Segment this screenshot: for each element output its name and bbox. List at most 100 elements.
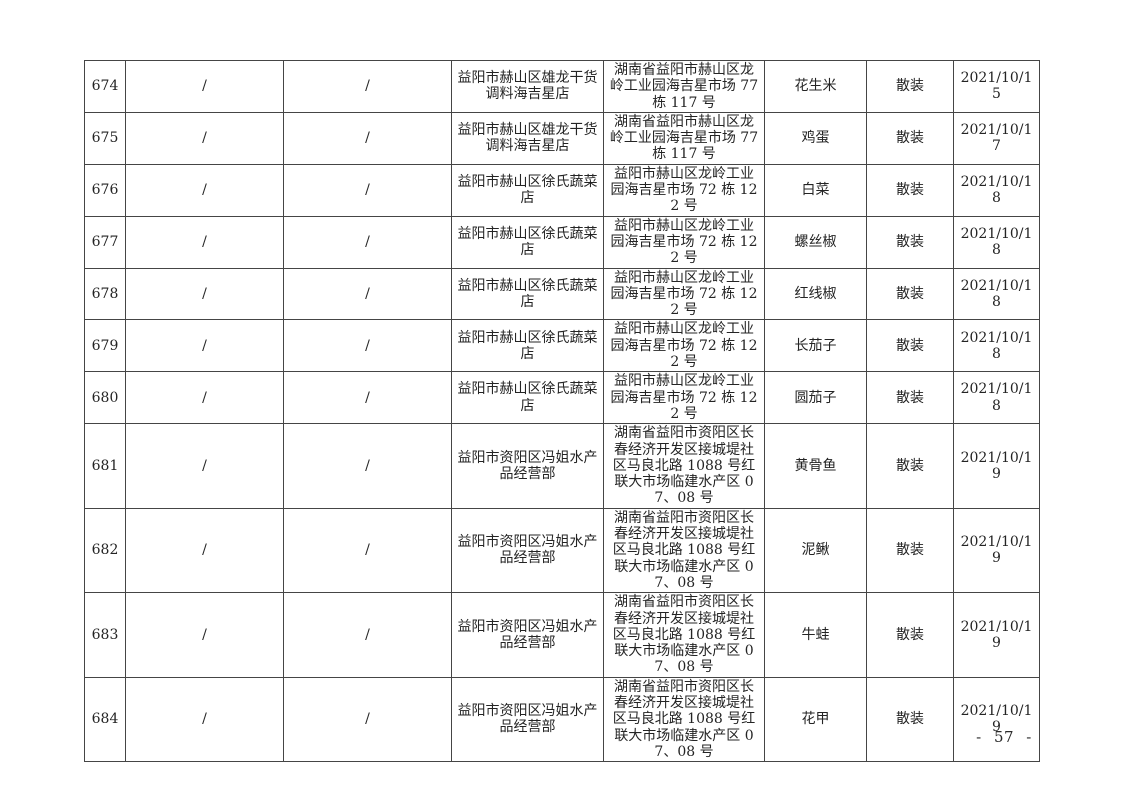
seq-cell: 682 [84, 507, 126, 594]
blank-cell-2: / [283, 592, 452, 678]
seq-cell: 681 [84, 423, 126, 509]
blank-cell-1: / [125, 111, 284, 165]
address-cell: 益阳市赫山区龙岭工业园海吉星市场 72 栋 122 号 [603, 371, 765, 425]
date-cell: 2021/10/19 [953, 423, 1040, 509]
blank-cell-2: / [283, 507, 452, 594]
blank-cell-1: / [125, 319, 284, 373]
store-name-cell: 益阳市资阳区冯姐水产品经营部 [451, 676, 604, 763]
blank-cell-2: / [283, 319, 452, 373]
table-row: 677// 益阳市赫山区徐氏蔬菜店 益阳市赫山区龙岭工业园海吉星市场 72 栋 12… [84, 215, 1040, 269]
date-cell: 2021/10/19 [953, 592, 1040, 678]
date-cell: 2021/10/18 [953, 215, 1040, 269]
table-row: 683// 益阳市资阳区冯姐水产品经营部 湖南省益阳市资阳区长春经济开发区接城堤社区… [84, 592, 1040, 678]
table-row: 674// 益阳市赫山区雄龙干货调料海吉星店 湖南省益阳市赫山区龙岭工业园海吉星市场… [84, 60, 1040, 113]
address-cell: 湖南省益阳市赫山区龙岭工业园海吉星市场 77 栋 117 号 [603, 111, 765, 165]
packaging-cell: 散装 [866, 60, 954, 113]
packaging-cell: 散装 [866, 676, 954, 763]
blank-cell-1: / [125, 163, 284, 217]
table-row: 680// 益阳市赫山区徐氏蔬菜店 益阳市赫山区龙岭工业园海吉星市场 72 栋 12… [84, 371, 1040, 425]
seq-cell: 678 [84, 267, 126, 321]
date-cell: 2021/10/18 [953, 163, 1040, 217]
sample-name-cell: 螺丝椒 [764, 215, 867, 269]
store-name-cell: 益阳市赫山区徐氏蔬菜店 [451, 267, 604, 321]
store-name-cell: 益阳市赫山区徐氏蔬菜店 [451, 319, 604, 373]
blank-cell-1: / [125, 423, 284, 509]
date-cell: 2021/10/19 [953, 676, 1040, 763]
sample-name-cell: 长茄子 [764, 319, 867, 373]
table-row: 684// 益阳市资阳区冯姐水产品经营部 湖南省益阳市资阳区长春经济开发区接城堤社区… [84, 676, 1040, 763]
address-cell: 湖南省益阳市资阳区长春经济开发区接城堤社区马良北路 1088 号红联大市场临建水… [603, 676, 765, 763]
blank-cell-2: / [283, 60, 452, 113]
sample-name-cell: 牛蛙 [764, 592, 867, 678]
seq-cell: 683 [84, 592, 126, 678]
store-name-cell: 益阳市赫山区雄龙干货调料海吉星店 [451, 60, 604, 113]
sample-name-cell: 圆茄子 [764, 371, 867, 425]
seq-cell: 674 [84, 60, 126, 113]
blank-cell-1: / [125, 371, 284, 425]
date-cell: 2021/10/15 [953, 60, 1040, 113]
address-cell: 益阳市赫山区龙岭工业园海吉星市场 72 栋 122 号 [603, 267, 765, 321]
store-name-cell: 益阳市赫山区徐氏蔬菜店 [451, 371, 604, 425]
packaging-cell: 散装 [866, 267, 954, 321]
address-cell: 湖南省益阳市赫山区龙岭工业园海吉星市场 77 栋 117 号 [603, 60, 765, 113]
store-name-cell: 益阳市赫山区徐氏蔬菜店 [451, 215, 604, 269]
page-number: - 57 - [976, 728, 1032, 746]
table-row: 679// 益阳市赫山区徐氏蔬菜店 益阳市赫山区龙岭工业园海吉星市场 72 栋 12… [84, 319, 1040, 373]
date-cell: 2021/10/18 [953, 267, 1040, 321]
blank-cell-2: / [283, 215, 452, 269]
table-row: 681// 益阳市资阳区冯姐水产品经营部 湖南省益阳市资阳区长春经济开发区接城堤社区… [84, 423, 1040, 509]
date-cell: 2021/10/19 [953, 507, 1040, 594]
date-cell: 2021/10/18 [953, 319, 1040, 373]
date-cell: 2021/10/18 [953, 371, 1040, 425]
address-cell: 益阳市赫山区龙岭工业园海吉星市场 72 栋 122 号 [603, 215, 765, 269]
blank-cell-1: / [125, 676, 284, 763]
packaging-cell: 散装 [866, 163, 954, 217]
date-cell: 2021/10/17 [953, 111, 1040, 165]
packaging-cell: 散装 [866, 592, 954, 678]
blank-cell-2: / [283, 163, 452, 217]
blank-cell-2: / [283, 371, 452, 425]
store-name-cell: 益阳市资阳区冯姐水产品经营部 [451, 592, 604, 678]
table-row: 682// 益阳市资阳区冯姐水产品经营部 湖南省益阳市资阳区长春经济开发区接城堤社区… [84, 507, 1040, 594]
store-name-cell: 益阳市资阳区冯姐水产品经营部 [451, 507, 604, 594]
packaging-cell: 散装 [866, 319, 954, 373]
table-row: 675// 益阳市赫山区雄龙干货调料海吉星店 湖南省益阳市赫山区龙岭工业园海吉星市场… [84, 111, 1040, 165]
packaging-cell: 散装 [866, 111, 954, 165]
blank-cell-1: / [125, 267, 284, 321]
sample-name-cell: 白菜 [764, 163, 867, 217]
store-name-cell: 益阳市资阳区冯姐水产品经营部 [451, 423, 604, 509]
seq-cell: 677 [84, 215, 126, 269]
blank-cell-1: / [125, 60, 284, 113]
sample-name-cell: 花甲 [764, 676, 867, 763]
address-cell: 益阳市赫山区龙岭工业园海吉星市场 72 栋 122 号 [603, 319, 765, 373]
seq-cell: 684 [84, 676, 126, 763]
packaging-cell: 散装 [866, 215, 954, 269]
seq-cell: 675 [84, 111, 126, 165]
blank-cell-2: / [283, 111, 452, 165]
seq-cell: 676 [84, 163, 126, 217]
packaging-cell: 散装 [866, 507, 954, 594]
address-cell: 湖南省益阳市资阳区长春经济开发区接城堤社区马良北路 1088 号红联大市场临建水… [603, 507, 765, 594]
inspection-table-body: 674// 益阳市赫山区雄龙干货调料海吉星店 湖南省益阳市赫山区龙岭工业园海吉星市场… [84, 60, 1040, 763]
address-cell: 湖南省益阳市资阳区长春经济开发区接城堤社区马良北路 1088 号红联大市场临建水… [603, 423, 765, 509]
table-row: 676// 益阳市赫山区徐氏蔬菜店 益阳市赫山区龙岭工业园海吉星市场 72 栋 12… [84, 163, 1040, 217]
blank-cell-2: / [283, 267, 452, 321]
address-cell: 湖南省益阳市资阳区长春经济开发区接城堤社区马良北路 1088 号红联大市场临建水… [603, 592, 765, 678]
sample-name-cell: 鸡蛋 [764, 111, 867, 165]
blank-cell-1: / [125, 507, 284, 594]
packaging-cell: 散装 [866, 371, 954, 425]
sample-name-cell: 黄骨鱼 [764, 423, 867, 509]
sample-name-cell: 花生米 [764, 60, 867, 113]
blank-cell-1: / [125, 592, 284, 678]
blank-cell-2: / [283, 423, 452, 509]
seq-cell: 680 [84, 371, 126, 425]
seq-cell: 679 [84, 319, 126, 373]
sample-name-cell: 红线椒 [764, 267, 867, 321]
table-row: 678// 益阳市赫山区徐氏蔬菜店 益阳市赫山区龙岭工业园海吉星市场 72 栋 12… [84, 267, 1040, 321]
sample-name-cell: 泥鳅 [764, 507, 867, 594]
blank-cell-2: / [283, 676, 452, 763]
blank-cell-1: / [125, 215, 284, 269]
address-cell: 益阳市赫山区龙岭工业园海吉星市场 72 栋 122 号 [603, 163, 765, 217]
store-name-cell: 益阳市赫山区雄龙干货调料海吉星店 [451, 111, 604, 165]
